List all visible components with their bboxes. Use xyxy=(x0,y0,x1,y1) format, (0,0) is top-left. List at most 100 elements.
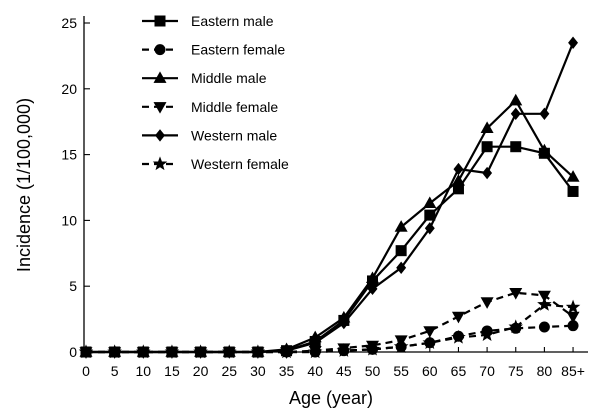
x-tick-label: 50 xyxy=(365,363,381,379)
legend-item: Western female xyxy=(142,156,289,172)
x-tick-label: 45 xyxy=(336,363,352,379)
x-tick-label: 25 xyxy=(221,363,237,379)
data-point xyxy=(424,222,435,235)
chart-axes xyxy=(83,16,588,353)
legend-label: Western female xyxy=(191,156,289,172)
data-point xyxy=(451,311,465,324)
data-point xyxy=(480,121,494,133)
data-point xyxy=(566,311,580,324)
data-point xyxy=(250,344,266,359)
x-tick-label: 55 xyxy=(393,363,409,379)
data-point xyxy=(307,344,323,359)
x-tick-label: 0 xyxy=(82,363,90,379)
legend-marker xyxy=(152,156,168,171)
x-axis-title: Age (year) xyxy=(289,388,373,408)
series-line xyxy=(86,303,574,354)
x-tick-label: 65 xyxy=(451,363,467,379)
data-point xyxy=(566,170,580,182)
data-point xyxy=(451,329,466,344)
data-point xyxy=(510,107,521,121)
x-tick-label: 40 xyxy=(307,363,323,379)
data-point xyxy=(538,321,550,333)
series-layer xyxy=(78,36,581,359)
y-tick-label: 0 xyxy=(69,344,77,360)
legend-label: Middle female xyxy=(191,99,278,115)
data-point xyxy=(453,162,464,176)
legend-marker xyxy=(154,15,166,27)
data-point xyxy=(480,297,494,309)
data-point xyxy=(78,344,94,359)
data-point xyxy=(509,288,523,300)
y-tick-label: 10 xyxy=(61,212,77,228)
series-line xyxy=(86,42,575,354)
x-tick-label: 85+ xyxy=(561,363,585,379)
legend-item: Eastern female xyxy=(142,42,285,58)
data-point xyxy=(365,341,380,356)
legend-marker xyxy=(154,44,166,56)
data-point xyxy=(539,107,550,121)
legend-label: Eastern female xyxy=(191,42,285,58)
data-point xyxy=(568,36,579,49)
series-western-male xyxy=(81,36,579,359)
x-tick-label: 10 xyxy=(136,363,152,379)
data-point xyxy=(537,290,551,303)
data-point xyxy=(508,319,523,334)
x-tick-label: 70 xyxy=(479,363,495,379)
legend-label: Western male xyxy=(191,127,277,143)
data-point xyxy=(481,141,493,153)
x-tick-label: 15 xyxy=(164,363,180,379)
x-tick-label: 75 xyxy=(508,363,524,379)
y-ticks: 0 5 10 15 20 25 xyxy=(61,15,90,360)
legend-item: Western male xyxy=(142,127,277,143)
data-point xyxy=(479,327,495,342)
legend-marker xyxy=(153,71,167,83)
legend-label: Middle male xyxy=(191,70,267,86)
data-point xyxy=(565,299,581,314)
x-tick-label: 20 xyxy=(193,363,209,379)
data-point xyxy=(510,141,522,153)
legend-item: Eastern male xyxy=(142,13,274,29)
legend-item: Middle male xyxy=(142,70,267,86)
data-point xyxy=(537,297,552,311)
data-point xyxy=(396,261,407,274)
x-ticks: 0 5 10 15 20 25 30 35 40 45 50 55 60 65 70 75 80 85+ xyxy=(82,347,585,379)
y-tick-label: 15 xyxy=(61,147,77,163)
series-line xyxy=(86,145,574,354)
data-point xyxy=(423,326,437,338)
data-point xyxy=(394,220,408,232)
legend: Eastern male Eastern female Middle male Mid… xyxy=(142,13,289,172)
data-point xyxy=(451,174,465,186)
data-point xyxy=(567,185,579,197)
data-point xyxy=(423,196,437,209)
series-eastern-male xyxy=(80,141,579,358)
data-point xyxy=(393,339,409,353)
series-middle-male xyxy=(79,93,580,357)
data-point xyxy=(336,343,352,357)
y-tick-label: 20 xyxy=(61,81,77,97)
data-point xyxy=(422,335,438,349)
data-point xyxy=(509,93,523,106)
x-tick-label: 30 xyxy=(250,363,266,379)
y-tick-label: 5 xyxy=(69,278,77,294)
data-point xyxy=(279,344,294,359)
data-point xyxy=(107,344,122,359)
x-tick-label: 60 xyxy=(422,363,438,379)
legend-item: Middle female xyxy=(142,99,278,115)
series-middle-female xyxy=(79,288,580,359)
data-point xyxy=(193,344,208,359)
data-point xyxy=(164,344,180,359)
legend-label: Eastern male xyxy=(191,13,274,29)
data-point xyxy=(136,344,151,359)
x-tick-label: 35 xyxy=(279,363,295,379)
data-point xyxy=(222,344,237,359)
x-tick-label: 80 xyxy=(537,363,553,379)
legend-marker xyxy=(155,129,165,142)
legend-marker xyxy=(153,102,167,114)
data-point xyxy=(395,245,407,257)
series-western-female xyxy=(78,297,581,359)
data-point xyxy=(482,166,493,180)
data-point xyxy=(367,282,378,296)
y-tick-label: 25 xyxy=(61,15,77,31)
data-point xyxy=(338,316,349,330)
